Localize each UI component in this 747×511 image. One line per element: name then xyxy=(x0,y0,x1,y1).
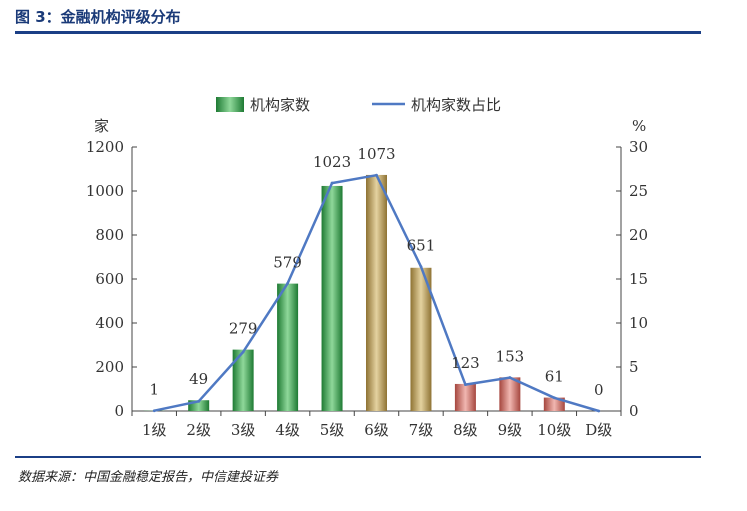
y-left-tick-label: 400 xyxy=(95,314,124,332)
x-tick-label: 1级 xyxy=(142,421,167,439)
bar xyxy=(543,397,565,411)
legend-line-label: 机构家数占比 xyxy=(411,96,501,114)
source-divider xyxy=(15,456,701,458)
y-right-tick-label: 25 xyxy=(629,182,648,200)
y-right-tick-label: 20 xyxy=(629,226,648,244)
share-point xyxy=(597,409,601,413)
y-right-unit: % xyxy=(632,117,646,135)
bar xyxy=(321,185,343,411)
bar-value-label: 1 xyxy=(149,381,159,399)
bar xyxy=(232,349,254,411)
legend-bar-label: 机构家数 xyxy=(250,96,310,114)
y-right-tick-label: 5 xyxy=(629,358,639,376)
figure-title: 图 3：金融机构评级分布 xyxy=(15,8,181,26)
source-note: 数据来源：中国金融稳定报告，中信建投证券 xyxy=(18,470,279,485)
x-tick-label: 9级 xyxy=(498,421,523,439)
x-tick-label: 7级 xyxy=(409,421,434,439)
y-left-tick-label: 200 xyxy=(95,358,124,376)
bar xyxy=(277,283,299,411)
share-point xyxy=(552,396,556,400)
share-point xyxy=(197,399,201,403)
y-right-tick-label: 30 xyxy=(629,138,648,156)
x-tick-label: 10级 xyxy=(537,421,571,439)
bar xyxy=(499,377,521,411)
share-point xyxy=(464,383,467,386)
y-left-unit: 家 xyxy=(94,117,109,135)
bar-value-label: 49 xyxy=(189,370,208,388)
legend: 机构家数 机构家数占比 xyxy=(216,96,501,114)
x-tick-label: 2级 xyxy=(186,421,211,439)
bar-value-label: 651 xyxy=(407,237,436,255)
y-right-tick-label: 0 xyxy=(629,402,639,420)
y-left-tick-label: 1200 xyxy=(86,138,124,156)
bar-value-label: 1073 xyxy=(357,145,395,163)
bar xyxy=(410,267,432,411)
bar-value-label: 279 xyxy=(229,320,258,338)
data-labels: 1 49 279 579 1023 1073 651 123 153 61 0 xyxy=(149,145,603,399)
y-right-tick-label: 15 xyxy=(629,270,648,288)
y-left-tick-label: 800 xyxy=(95,226,124,244)
x-tick-label: 8级 xyxy=(453,421,478,439)
bar-value-label: 579 xyxy=(273,253,302,271)
bars xyxy=(143,174,565,411)
share-line-layer xyxy=(152,173,601,413)
y-left-tick-label: 600 xyxy=(95,270,124,288)
share-point xyxy=(286,282,289,285)
legend-bar-swatch xyxy=(216,97,244,112)
share-point xyxy=(375,173,378,177)
bar-value-label: 0 xyxy=(594,381,604,399)
x-tick-label: 4级 xyxy=(275,421,300,439)
y-left-tick-label: 1000 xyxy=(86,182,124,200)
bar-value-label: 1023 xyxy=(313,153,351,171)
x-tick-label: D级 xyxy=(585,421,612,439)
bar xyxy=(188,400,210,411)
x-tick-label: 6级 xyxy=(364,421,389,439)
bar-value-label: 61 xyxy=(545,368,564,386)
x-tick-label: 3级 xyxy=(231,421,256,439)
share-point xyxy=(241,350,245,354)
bar xyxy=(454,383,476,411)
x-tick-label: 5级 xyxy=(320,421,345,439)
bar-value-label: 153 xyxy=(496,347,525,365)
title-divider xyxy=(15,31,701,34)
y-right-tick-label: 10 xyxy=(629,314,648,332)
share-point xyxy=(152,409,156,413)
share-point xyxy=(330,181,334,185)
y-left-tick-label: 0 xyxy=(114,402,124,420)
bar xyxy=(366,174,387,411)
share-point xyxy=(419,265,423,269)
bar-value-label: 123 xyxy=(451,354,480,372)
share-point xyxy=(508,376,512,379)
